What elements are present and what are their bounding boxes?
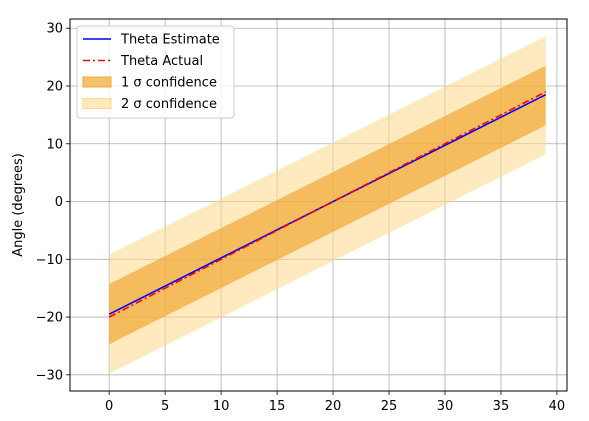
y-axis-label: Angle (degrees) [11, 153, 26, 257]
plot-frame [69, 18, 568, 392]
x-tick-label: 30 [437, 399, 454, 414]
x-tick-label: 15 [269, 399, 286, 414]
x-tick-label: 20 [325, 399, 342, 414]
series-lines [108, 91, 547, 318]
x-tick-label: 40 [549, 399, 566, 414]
series-line-theta-actual [108, 91, 547, 318]
y-tick-label: −10 [36, 253, 63, 268]
x-tick-label: 0 [105, 399, 113, 414]
legend-label: Theta Estimate [120, 33, 220, 48]
x-tick-label: 25 [381, 399, 398, 414]
legend-label: Theta Actual [120, 54, 203, 69]
y-tick-label: 30 [46, 22, 63, 37]
legend-label: 2 σ confidence [121, 97, 217, 112]
legend-swatch-band [82, 98, 112, 109]
x-tick-label: 10 [213, 399, 230, 414]
y-tick-label: 0 [55, 195, 63, 210]
y-tick-label: 10 [46, 137, 63, 152]
y-tick-label: −30 [36, 368, 63, 383]
y-tick-label: 20 [46, 80, 63, 95]
legend-box [76, 25, 235, 119]
legend-label: 1 σ confidence [121, 76, 217, 91]
x-tick-label: 5 [161, 399, 169, 414]
legend-swatch-band [82, 76, 112, 88]
legend: Theta Estimate Theta Actual 1 σ confidence… [76, 25, 235, 119]
x-tick-label: 35 [493, 399, 510, 414]
axis-ticks: 0 5 10 15 20 25 30 35 40 −30 −20 −10 0 10 20 30 [36, 22, 566, 414]
y-tick-label: −20 [36, 311, 63, 326]
